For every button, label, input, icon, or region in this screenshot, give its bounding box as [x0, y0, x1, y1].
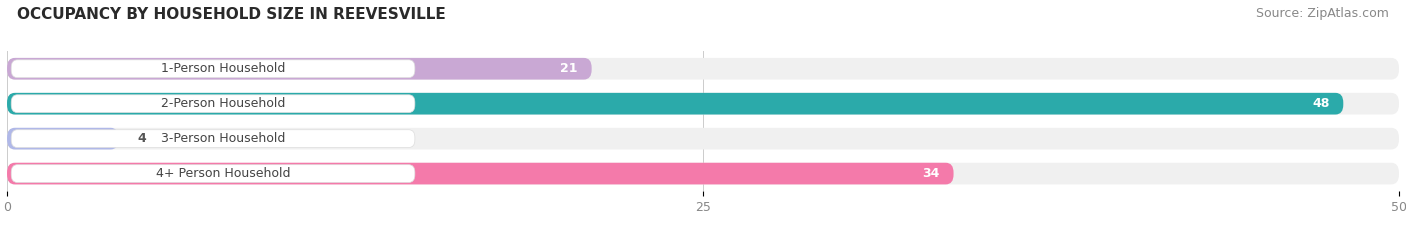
FancyBboxPatch shape	[11, 60, 415, 78]
Text: 4+ Person Household: 4+ Person Household	[156, 167, 290, 180]
FancyBboxPatch shape	[11, 165, 415, 182]
Text: 3-Person Household: 3-Person Household	[160, 132, 285, 145]
FancyBboxPatch shape	[7, 93, 1343, 115]
FancyBboxPatch shape	[11, 130, 415, 147]
Text: 21: 21	[560, 62, 578, 75]
FancyBboxPatch shape	[7, 163, 1399, 185]
FancyBboxPatch shape	[7, 128, 118, 150]
FancyBboxPatch shape	[7, 128, 1399, 150]
Text: 48: 48	[1312, 97, 1330, 110]
Text: OCCUPANCY BY HOUSEHOLD SIZE IN REEVESVILLE: OCCUPANCY BY HOUSEHOLD SIZE IN REEVESVIL…	[17, 7, 446, 22]
FancyBboxPatch shape	[7, 163, 953, 185]
Text: 2-Person Household: 2-Person Household	[160, 97, 285, 110]
Text: 34: 34	[922, 167, 939, 180]
Text: Source: ZipAtlas.com: Source: ZipAtlas.com	[1256, 7, 1389, 20]
Text: 4: 4	[138, 132, 146, 145]
FancyBboxPatch shape	[7, 58, 592, 80]
Text: 1-Person Household: 1-Person Household	[160, 62, 285, 75]
FancyBboxPatch shape	[11, 95, 415, 113]
FancyBboxPatch shape	[7, 58, 1399, 80]
FancyBboxPatch shape	[7, 93, 1399, 115]
